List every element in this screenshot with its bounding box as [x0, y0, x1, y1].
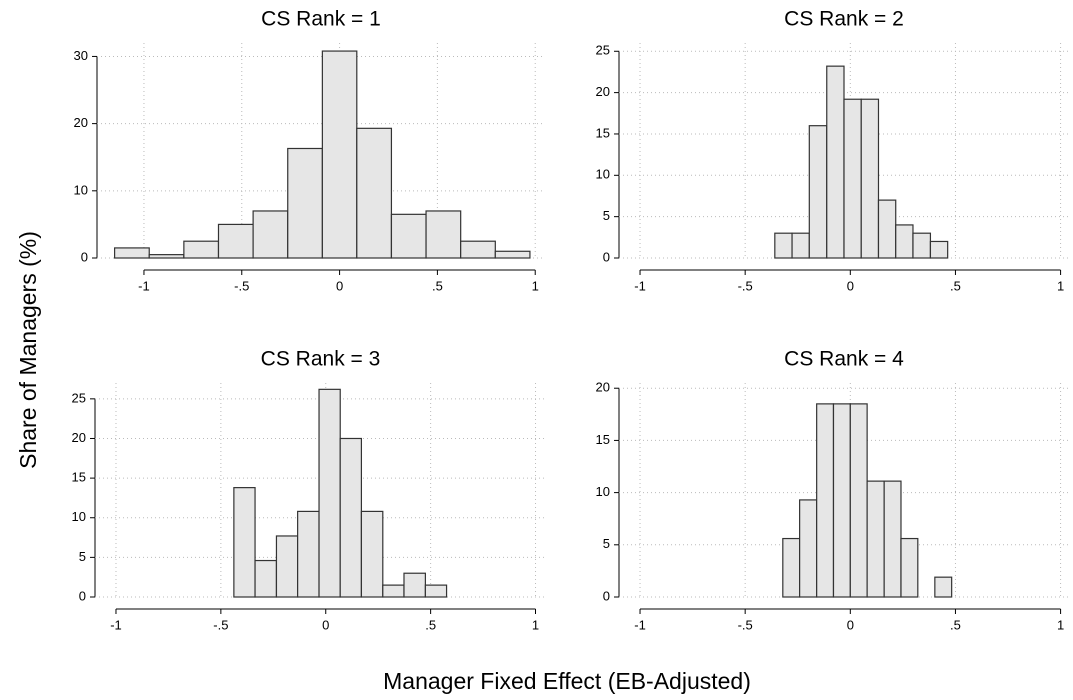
bar — [494, 250, 531, 259]
bar — [339, 437, 363, 598]
y-tick-label: 5 — [603, 536, 610, 551]
y-tick-label: 15 — [596, 432, 610, 447]
y-tick-label: 20 — [74, 115, 88, 130]
bar — [254, 559, 278, 598]
chart-title: CS Rank = 1 — [261, 8, 381, 31]
y-tick-label: 0 — [79, 588, 86, 603]
x-tick-label: 1 — [1057, 617, 1064, 632]
bar — [808, 125, 828, 259]
bar — [390, 213, 427, 259]
bar — [287, 147, 323, 259]
x-tick-label: 0 — [847, 617, 854, 632]
y-tick-label: 20 — [596, 84, 610, 99]
bar — [895, 224, 914, 259]
y-tick-label: 15 — [72, 470, 86, 485]
y-tick-label: 0 — [81, 249, 88, 264]
bar — [356, 127, 393, 259]
bar — [233, 487, 256, 598]
bar — [843, 98, 862, 259]
bar — [360, 510, 384, 598]
bar — [297, 510, 320, 598]
bar — [460, 240, 496, 259]
x-tick-label: -.5 — [213, 617, 228, 632]
x-tick-label: .5 — [432, 278, 443, 293]
bar — [883, 480, 902, 598]
bar — [774, 232, 793, 259]
y-tick-label: 0 — [603, 588, 610, 603]
bar — [321, 50, 358, 259]
bar — [275, 535, 299, 598]
bar — [782, 537, 801, 598]
y-tick-label: 5 — [603, 208, 610, 223]
bar — [791, 232, 810, 259]
bar — [912, 232, 932, 259]
bar — [114, 247, 150, 259]
y-tick-label: 30 — [74, 48, 88, 63]
bar — [934, 576, 953, 598]
bar — [816, 403, 835, 598]
x-tick-label: -1 — [138, 278, 150, 293]
x-axis-title: Manager Fixed Effect (EB-Adjusted) — [383, 668, 751, 694]
x-tick-label: -.5 — [234, 278, 249, 293]
y-tick-label: 20 — [72, 430, 86, 445]
x-tick-label: -.5 — [738, 278, 753, 293]
bar — [425, 210, 462, 259]
bar — [183, 240, 220, 259]
x-tick-label: 0 — [322, 617, 329, 632]
y-tick-label: 10 — [74, 182, 88, 197]
bar — [900, 537, 919, 598]
y-tick-label: 10 — [596, 484, 610, 499]
y-tick-label: 10 — [596, 167, 610, 182]
y-tick-label: 10 — [72, 509, 86, 524]
x-tick-label: 0 — [336, 278, 343, 293]
y-tick-label: 25 — [596, 43, 610, 58]
chart-title: CS Rank = 4 — [784, 348, 904, 371]
bar — [832, 403, 851, 598]
x-tick-label: -1 — [634, 278, 646, 293]
x-tick-label: -1 — [634, 617, 646, 632]
bar — [849, 403, 868, 598]
x-tick-label: .5 — [950, 278, 961, 293]
chart-title: CS Rank = 2 — [784, 8, 904, 31]
y-axis-title: Share of Managers (%) — [15, 231, 41, 469]
bar — [929, 240, 949, 259]
x-tick-label: 1 — [1057, 278, 1064, 293]
x-tick-label: 1 — [532, 617, 539, 632]
bar — [860, 98, 880, 259]
x-tick-label: .5 — [425, 617, 436, 632]
y-tick-label: 15 — [596, 125, 610, 140]
bar — [403, 572, 426, 598]
bar — [217, 223, 254, 259]
bar — [252, 210, 289, 259]
bar — [382, 584, 405, 598]
y-tick-label: 0 — [603, 249, 610, 264]
bar — [424, 584, 448, 598]
x-tick-label: 0 — [847, 278, 854, 293]
x-tick-label: .5 — [950, 617, 961, 632]
bar — [826, 65, 845, 259]
bar — [148, 254, 185, 259]
bar — [866, 480, 885, 598]
y-tick-label: 20 — [596, 380, 610, 395]
x-tick-label: -.5 — [738, 617, 753, 632]
y-tick-label: 25 — [72, 390, 86, 405]
bar — [799, 499, 818, 598]
y-tick-label: 5 — [79, 549, 86, 564]
chart-title: CS Rank = 3 — [261, 348, 381, 371]
bar — [877, 199, 897, 259]
bar — [318, 388, 341, 598]
x-tick-label: -1 — [110, 617, 122, 632]
x-tick-label: 1 — [532, 278, 539, 293]
